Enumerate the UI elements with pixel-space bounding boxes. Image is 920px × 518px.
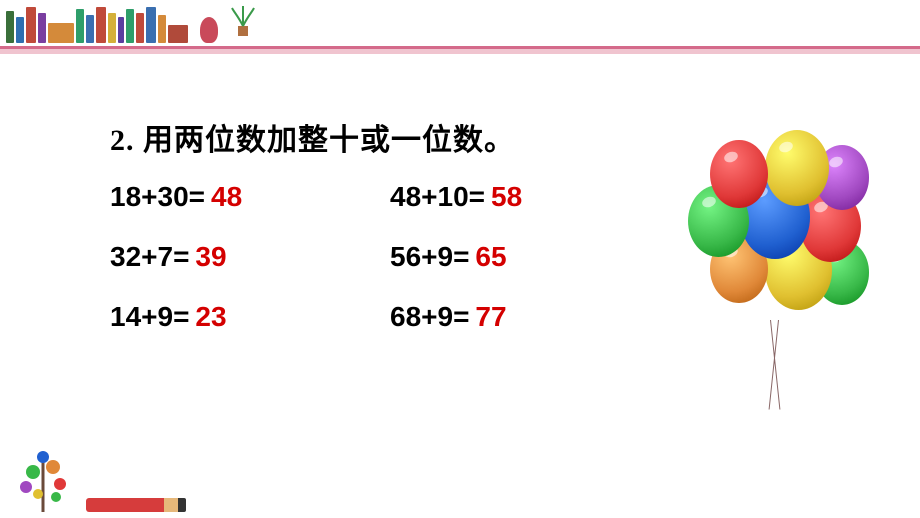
equation-text: 14+9= <box>110 301 189 333</box>
problem-item: 18+30=48 <box>110 181 390 213</box>
answer-text: 77 <box>475 301 506 333</box>
equation-text: 56+9= <box>390 241 469 273</box>
balloon-icon <box>765 130 829 206</box>
balloons-decor <box>680 130 870 410</box>
book-spine <box>158 15 166 43</box>
section-title: 2. 用两位数加整十或一位数。 <box>110 115 670 159</box>
book-spine <box>86 15 94 43</box>
book-spine <box>168 25 188 43</box>
plant-icon <box>230 4 256 43</box>
book-spine <box>136 13 144 43</box>
bookshelf-decor <box>6 4 256 43</box>
book-spine <box>76 9 84 43</box>
equation-text: 18+30= <box>110 181 205 213</box>
equation-text: 68+9= <box>390 301 469 333</box>
book-spine <box>16 17 24 43</box>
answer-text: 23 <box>195 301 226 333</box>
problem-grid: 18+30=4848+10=5832+7=3956+9=6514+9=2368+… <box>110 181 670 333</box>
answer-text: 48 <box>211 181 242 213</box>
book-spine <box>38 13 46 43</box>
top-gradient-bar <box>0 46 920 54</box>
problem-item: 14+9=23 <box>110 301 390 333</box>
balloon-icon <box>710 140 768 208</box>
book-spine <box>48 23 74 43</box>
book-spine <box>108 13 116 43</box>
problem-item: 32+7=39 <box>110 241 390 273</box>
book-spine <box>118 17 124 43</box>
equation-text: 32+7= <box>110 241 189 273</box>
tree-icon <box>8 442 78 512</box>
answer-text: 65 <box>475 241 506 273</box>
problem-item: 68+9=77 <box>390 301 670 333</box>
main-content: 2. 用两位数加整十或一位数。 18+30=4848+10=5832+7=395… <box>110 115 670 333</box>
book-spine <box>146 7 156 43</box>
book-spine <box>96 7 106 43</box>
answer-text: 39 <box>195 241 226 273</box>
book-spine <box>6 11 14 43</box>
pencil-icon <box>86 498 186 512</box>
book-spine <box>26 7 36 43</box>
problem-item: 48+10=58 <box>390 181 670 213</box>
bottom-left-decor <box>8 442 186 512</box>
doll-icon <box>200 17 218 43</box>
balloon-strings <box>760 320 790 410</box>
book-spine <box>126 9 134 43</box>
equation-text: 48+10= <box>390 181 485 213</box>
problem-item: 56+9=65 <box>390 241 670 273</box>
answer-text: 58 <box>491 181 522 213</box>
